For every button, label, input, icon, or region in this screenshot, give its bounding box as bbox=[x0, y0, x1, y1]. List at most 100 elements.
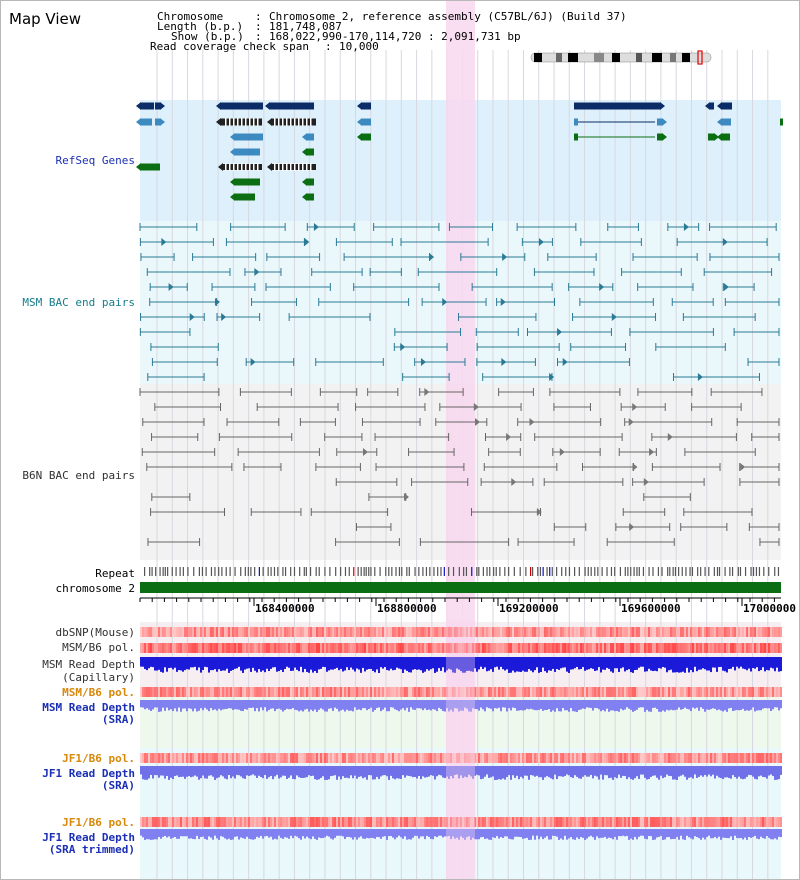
track-label-jf1-b6-pol[interactable]: JF1/B6 pol. bbox=[62, 752, 135, 765]
gene-arrow bbox=[136, 163, 141, 171]
jf1-depth-bar bbox=[530, 766, 532, 775]
jf1-depth-trim-bar bbox=[252, 829, 254, 840]
dbsnp-heat bbox=[460, 627, 462, 637]
msm-pair-arrow bbox=[420, 358, 426, 366]
msm-pol-sra-heat bbox=[676, 687, 678, 697]
jf1-pol-heat bbox=[732, 753, 734, 763]
jf1-pol-heat bbox=[238, 753, 240, 763]
jf1-depth-trim-bar bbox=[690, 829, 692, 839]
jf1-pol-heat bbox=[512, 753, 514, 763]
jf1-pol-trim-heat bbox=[350, 817, 352, 827]
jf1-depth-bar bbox=[390, 766, 392, 776]
jf1-depth-trim-bar bbox=[488, 829, 490, 840]
msm-depth-sra-bar bbox=[754, 700, 756, 712]
ideogram-band bbox=[594, 53, 604, 62]
jf1-depth-bar bbox=[558, 766, 560, 777]
msm-depth-sra-bar bbox=[490, 700, 492, 709]
msm-pol-heat bbox=[524, 643, 526, 653]
b6n-pair-arrow bbox=[740, 463, 746, 471]
track-label-dbsnp[interactable]: dbSNP(Mouse) bbox=[55, 626, 135, 639]
msm-depth-cap-bar bbox=[348, 657, 350, 671]
jf1-depth-bar bbox=[470, 766, 472, 777]
msm-pol-sra-heat bbox=[310, 687, 312, 697]
jf1-pol-heat bbox=[456, 753, 458, 763]
msm-depth-sra-bar bbox=[232, 700, 234, 710]
track-label-jf1-b6-pol-trim[interactable]: JF1/B6 pol. bbox=[62, 816, 135, 829]
jf1-pol-trim-heat bbox=[200, 817, 202, 827]
track-label-jf1-depth-trim[interactable]: JF1 Read Depth bbox=[42, 831, 135, 844]
jf1-pol-trim-heat bbox=[252, 817, 254, 827]
jf1-pol-heat bbox=[366, 753, 368, 763]
jf1-pol-trim-heat bbox=[636, 817, 638, 827]
jf1-depth-trim-bar bbox=[314, 829, 316, 839]
dbsnp-heat bbox=[272, 627, 274, 637]
jf1-pol-heat bbox=[722, 753, 724, 763]
track-label-msm-b6-pol-sra[interactable]: MSM/B6 pol. bbox=[62, 686, 135, 699]
jf1-pol-trim-heat bbox=[740, 817, 742, 827]
msm-pol-sra-heat bbox=[518, 687, 520, 697]
track-label-msm-depth-cap-sub: (Capillary) bbox=[62, 671, 135, 684]
msm-pol-heat bbox=[412, 643, 414, 653]
msm-pol-sra-heat bbox=[772, 687, 774, 697]
msm-pol-heat bbox=[650, 643, 652, 653]
msm-pol-heat bbox=[566, 643, 568, 653]
dbsnp-heat bbox=[228, 627, 230, 637]
dbsnp-heat bbox=[520, 627, 522, 637]
track-label-msm-bac[interactable]: MSM BAC end pairs bbox=[22, 296, 135, 309]
jf1-depth-trim-bar bbox=[670, 829, 672, 840]
dbsnp-heat bbox=[758, 627, 760, 637]
msm-depth-cap-bar bbox=[588, 657, 590, 670]
jf1-depth-trim-bar bbox=[194, 829, 196, 840]
repeat-element bbox=[724, 567, 726, 576]
msm-pol-sra-heat bbox=[234, 687, 236, 697]
msm-depth-sra-bar bbox=[638, 700, 640, 708]
jf1-depth-trim-bar bbox=[362, 829, 364, 839]
jf1-depth-bar bbox=[526, 766, 528, 776]
repeat-element bbox=[340, 567, 342, 576]
dbsnp-heat bbox=[642, 627, 644, 637]
track-label-msm-depth-cap[interactable]: MSM Read Depth bbox=[42, 658, 135, 671]
dbsnp-heat bbox=[632, 627, 634, 637]
msm-pol-heat bbox=[572, 643, 574, 653]
msm-depth-cap-bar bbox=[510, 657, 512, 673]
jf1-pol-trim-heat bbox=[534, 817, 536, 827]
jf1-depth-bar bbox=[538, 766, 540, 778]
jf1-pol-trim-heat bbox=[562, 817, 564, 827]
msm-pol-heat bbox=[440, 643, 442, 653]
jf1-pol-heat bbox=[608, 753, 610, 763]
dbsnp-heat bbox=[486, 627, 488, 637]
msm-pol-sra-heat bbox=[480, 687, 482, 697]
msm-pol-sra-heat bbox=[620, 687, 622, 697]
track-label-jf1-depth[interactable]: JF1 Read Depth bbox=[42, 767, 135, 780]
track-label-refseq[interactable]: RefSeq Genes bbox=[55, 154, 135, 167]
msm-pol-sra-heat bbox=[426, 687, 428, 697]
jf1-depth-bar bbox=[378, 766, 380, 780]
msm-depth-cap-bar bbox=[536, 657, 538, 668]
repeat-element bbox=[250, 567, 252, 576]
jf1-pol-trim-heat bbox=[142, 817, 144, 827]
jf1-depth-trim-bar bbox=[254, 829, 256, 840]
dbsnp-heat bbox=[386, 627, 388, 637]
msm-depth-cap-bar bbox=[646, 657, 648, 672]
track-label-msm-b6-pol[interactable]: MSM/B6 pol. bbox=[62, 641, 135, 654]
msm-depth-cap-bar bbox=[538, 657, 540, 673]
jf1-depth-trim-bar bbox=[612, 829, 614, 840]
jf1-pol-heat bbox=[214, 753, 216, 763]
dbsnp-heat bbox=[366, 627, 368, 637]
msm-pol-heat bbox=[678, 643, 680, 653]
jf1-depth-trim-bar bbox=[468, 829, 470, 837]
track-label-b6n-bac[interactable]: B6N BAC end pairs bbox=[22, 469, 135, 482]
jf1-depth-bar bbox=[762, 766, 764, 778]
jf1-pol-trim-heat bbox=[214, 817, 216, 827]
jf1-depth-trim-bar bbox=[286, 829, 288, 838]
track-label-msm-depth-sra[interactable]: MSM Read Depth bbox=[42, 701, 135, 714]
jf1-pol-trim-heat bbox=[458, 817, 460, 827]
dbsnp-heat bbox=[772, 627, 774, 637]
msm-pol-sra-heat bbox=[436, 687, 438, 697]
jf1-depth-bar bbox=[734, 766, 736, 778]
jf1-depth-trim-bar bbox=[242, 829, 244, 839]
jf1-depth-bar bbox=[272, 766, 274, 780]
jf1-pol-heat bbox=[524, 753, 526, 763]
jf1-pol-trim-heat bbox=[646, 817, 648, 827]
